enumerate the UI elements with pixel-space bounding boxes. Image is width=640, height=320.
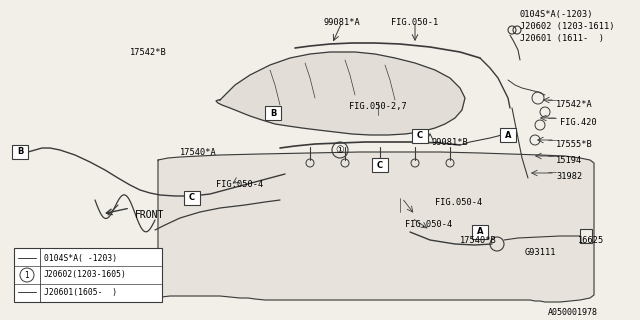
Text: 0104S*A(-1203): 0104S*A(-1203) <box>520 10 593 19</box>
Polygon shape <box>216 52 465 135</box>
Text: 17540*A: 17540*A <box>180 148 216 157</box>
FancyBboxPatch shape <box>265 106 281 120</box>
Text: 1: 1 <box>24 270 29 279</box>
FancyBboxPatch shape <box>412 129 428 143</box>
FancyBboxPatch shape <box>372 158 388 172</box>
Text: 0104S*A( -1203): 0104S*A( -1203) <box>44 253 117 262</box>
Text: A: A <box>477 228 483 236</box>
Bar <box>580 229 592 243</box>
Text: FIG.050-4: FIG.050-4 <box>216 180 264 189</box>
Text: A050001978: A050001978 <box>548 308 598 317</box>
FancyBboxPatch shape <box>500 128 516 142</box>
FancyBboxPatch shape <box>12 145 28 159</box>
Polygon shape <box>158 152 594 302</box>
Bar <box>14 248 162 302</box>
Text: 99081*B: 99081*B <box>432 138 468 147</box>
Text: J20602(1203-1605): J20602(1203-1605) <box>44 270 127 279</box>
Text: 17542*B: 17542*B <box>130 48 166 57</box>
Text: FIG.050-2,7: FIG.050-2,7 <box>349 102 407 111</box>
Text: FIG.420: FIG.420 <box>560 118 596 127</box>
Text: J20601 (1611-  ): J20601 (1611- ) <box>520 34 604 43</box>
FancyBboxPatch shape <box>472 225 488 239</box>
Text: FRONT: FRONT <box>135 210 164 220</box>
Text: A: A <box>505 131 511 140</box>
Text: C: C <box>417 132 423 140</box>
Text: 17542*A: 17542*A <box>556 100 593 109</box>
Text: ①: ① <box>335 145 344 155</box>
Text: FIG.050-4: FIG.050-4 <box>405 220 452 229</box>
Text: J20601(1605-  ): J20601(1605- ) <box>44 287 117 297</box>
Text: 15194: 15194 <box>556 156 582 165</box>
Text: B: B <box>17 148 23 156</box>
Text: G93111: G93111 <box>525 248 557 257</box>
Text: B: B <box>270 108 276 117</box>
Text: 17540*B: 17540*B <box>460 236 497 245</box>
Text: FIG.050-4: FIG.050-4 <box>435 198 483 207</box>
Text: 99081*A: 99081*A <box>324 18 360 27</box>
Text: 17555*B: 17555*B <box>556 140 593 149</box>
Text: J20602 (1203-1611): J20602 (1203-1611) <box>520 22 614 31</box>
Text: 16625: 16625 <box>578 236 604 245</box>
Text: C: C <box>377 161 383 170</box>
Text: C: C <box>189 194 195 203</box>
Text: 31982: 31982 <box>556 172 582 181</box>
Text: FIG.050-1: FIG.050-1 <box>392 18 438 27</box>
FancyBboxPatch shape <box>184 191 200 205</box>
